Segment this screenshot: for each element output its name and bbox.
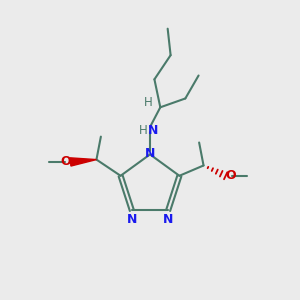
Text: H: H <box>139 124 148 137</box>
Text: N: N <box>148 124 159 137</box>
Text: N: N <box>163 213 173 226</box>
Text: O: O <box>60 155 71 168</box>
Text: N: N <box>127 213 137 226</box>
Text: H: H <box>144 96 152 110</box>
Text: O: O <box>225 169 236 182</box>
Polygon shape <box>70 158 97 166</box>
Text: N: N <box>145 147 155 160</box>
